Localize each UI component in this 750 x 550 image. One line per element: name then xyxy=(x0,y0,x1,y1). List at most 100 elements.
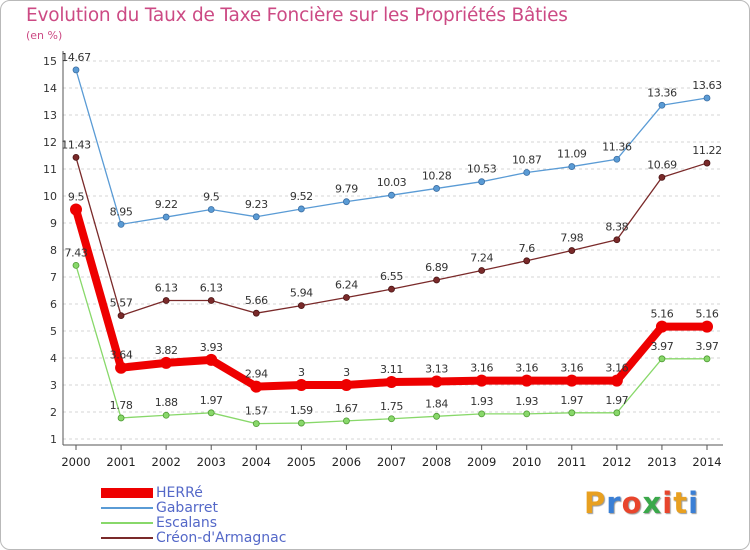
data-point xyxy=(343,417,350,425)
x-tick-label: 2000 xyxy=(61,455,90,469)
data-point xyxy=(343,198,350,206)
legend-swatch-gabarret xyxy=(101,507,153,509)
data-label: 7.6 xyxy=(519,242,536,255)
data-point xyxy=(117,312,125,320)
data-point xyxy=(703,94,711,102)
data-label: 6.13 xyxy=(200,281,223,294)
data-point xyxy=(523,169,531,176)
data-point xyxy=(205,353,218,366)
data-label: 13.36 xyxy=(647,86,677,99)
x-tick-label: 2014 xyxy=(692,455,721,469)
data-point xyxy=(703,159,711,167)
data-point xyxy=(565,374,578,387)
y-tick-label: 9 xyxy=(50,217,57,230)
data-point xyxy=(388,285,395,293)
data-label: 6.13 xyxy=(155,281,178,294)
y-tick-label: 13 xyxy=(43,109,57,122)
data-point xyxy=(568,163,576,170)
data-point xyxy=(162,411,170,419)
data-label: 11.36 xyxy=(602,140,632,153)
data-point xyxy=(297,302,305,310)
data-label: 10.03 xyxy=(377,176,407,189)
data-label: 14.67 xyxy=(61,51,91,64)
data-label: 5.94 xyxy=(290,287,313,300)
x-tick-label: 2005 xyxy=(287,455,316,469)
legend-item-creon: Créon-d'Armagnac xyxy=(101,531,286,545)
data-label: 9.5 xyxy=(68,191,85,204)
data-label: 6.55 xyxy=(380,270,403,283)
data-point xyxy=(162,297,170,304)
data-point xyxy=(613,236,621,244)
data-point xyxy=(343,294,350,301)
legend-label-gabarret: Gabarret xyxy=(156,500,218,516)
data-point xyxy=(433,185,440,192)
legend-label-creon: Créon-d'Armagnac xyxy=(156,530,287,546)
data-label: 3.16 xyxy=(605,362,628,375)
data-point xyxy=(252,309,260,317)
data-label: 9.23 xyxy=(245,198,268,211)
data-label: 1.93 xyxy=(515,395,538,408)
x-tick-label: 2006 xyxy=(332,455,361,469)
data-point xyxy=(475,374,488,387)
data-label: 7.43 xyxy=(65,246,88,259)
data-label: 13.63 xyxy=(692,79,722,92)
legend-swatch-creon xyxy=(101,537,153,539)
data-point xyxy=(478,178,486,186)
data-point xyxy=(655,320,668,333)
data-point xyxy=(117,220,125,228)
legend-label-herre: HERRé xyxy=(156,485,203,501)
legend-item-gabarret: Gabarret xyxy=(101,501,218,515)
data-point xyxy=(658,101,666,109)
data-label: 1.67 xyxy=(335,402,358,415)
data-label: 5.16 xyxy=(696,308,719,321)
logo-letter: P xyxy=(584,486,607,520)
y-tick-label: 14 xyxy=(43,82,57,95)
y-tick-label: 1 xyxy=(50,433,57,446)
y-tick-label: 6 xyxy=(50,298,57,311)
data-label: 6.89 xyxy=(425,261,448,274)
data-point xyxy=(388,415,395,423)
y-tick-label: 15 xyxy=(43,55,57,68)
data-point xyxy=(70,203,82,216)
data-point xyxy=(252,420,260,428)
data-label: 3.97 xyxy=(696,340,719,353)
data-point xyxy=(162,213,170,221)
x-tick-label: 2003 xyxy=(197,455,226,469)
data-label: 9.22 xyxy=(155,198,178,211)
x-tick-label: 2009 xyxy=(467,455,496,469)
data-point xyxy=(433,276,440,284)
data-point xyxy=(207,409,215,417)
data-point xyxy=(433,412,440,420)
x-tick-label: 2012 xyxy=(602,455,631,469)
data-point xyxy=(388,191,395,199)
y-tick-label: 4 xyxy=(50,352,57,365)
legend-swatch-escalans xyxy=(101,522,153,524)
data-point xyxy=(610,374,623,387)
data-point xyxy=(72,261,80,269)
logo-letter: i xyxy=(662,486,674,520)
data-label: 10.87 xyxy=(512,154,542,167)
data-point xyxy=(658,355,666,363)
x-tick-label: 2010 xyxy=(512,455,541,469)
data-point xyxy=(207,206,215,213)
data-label: 10.69 xyxy=(647,158,677,171)
legend-item-herre: HERRé xyxy=(101,486,203,500)
data-point xyxy=(340,379,353,391)
data-label: 3.16 xyxy=(560,362,583,375)
data-label: 11.43 xyxy=(61,138,91,151)
data-point xyxy=(613,155,621,163)
data-label: 11.09 xyxy=(557,148,587,161)
data-label: 3.64 xyxy=(110,349,133,362)
data-point xyxy=(658,173,666,181)
x-tick-label: 2013 xyxy=(647,455,676,469)
data-point xyxy=(523,410,531,418)
logo-letter: i xyxy=(688,486,700,520)
data-point xyxy=(568,409,576,417)
data-point xyxy=(297,419,305,427)
data-label: 2.94 xyxy=(245,368,268,381)
data-point xyxy=(703,355,711,363)
y-tick-label: 12 xyxy=(43,136,57,149)
x-tick-label: 2002 xyxy=(152,455,181,469)
